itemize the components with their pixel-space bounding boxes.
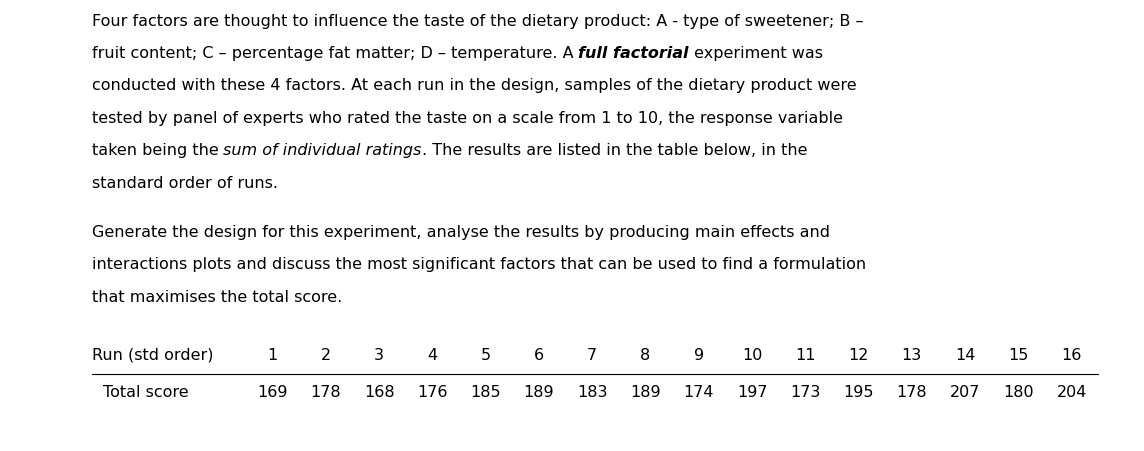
Text: conducted with these 4 factors. At each run in the design, samples of the dietar: conducted with these 4 factors. At each … xyxy=(92,78,856,93)
Text: 11: 11 xyxy=(795,348,816,363)
Text: 180: 180 xyxy=(1003,385,1034,400)
Text: 12: 12 xyxy=(849,348,868,363)
Text: 174: 174 xyxy=(683,385,714,400)
Text: 204: 204 xyxy=(1056,385,1087,400)
Text: interactions plots and discuss the most significant factors that can be used to : interactions plots and discuss the most … xyxy=(92,257,866,272)
Text: 2: 2 xyxy=(320,348,331,363)
Text: 183: 183 xyxy=(577,385,607,400)
Text: 9: 9 xyxy=(693,348,704,363)
Text: 169: 169 xyxy=(257,385,288,400)
Text: 14: 14 xyxy=(955,348,975,363)
Text: . The results are listed in the table below, in the: . The results are listed in the table be… xyxy=(422,143,808,158)
Text: Generate the design for this experiment, analyse the results by producing main e: Generate the design for this experiment,… xyxy=(92,225,829,239)
Text: 189: 189 xyxy=(630,385,661,400)
Text: 16: 16 xyxy=(1062,348,1082,363)
Text: 13: 13 xyxy=(901,348,922,363)
Text: 10: 10 xyxy=(741,348,762,363)
Text: 1: 1 xyxy=(268,348,278,363)
Text: 8: 8 xyxy=(641,348,651,363)
Text: 168: 168 xyxy=(364,385,395,400)
Text: 4: 4 xyxy=(428,348,437,363)
Text: 7: 7 xyxy=(587,348,597,363)
Text: experiment was: experiment was xyxy=(689,46,823,61)
Text: taken being the: taken being the xyxy=(92,143,223,158)
Text: 173: 173 xyxy=(791,385,820,400)
Text: Total score: Total score xyxy=(103,385,189,400)
Text: tested by panel of experts who rated the taste on a scale from 1 to 10, the resp: tested by panel of experts who rated the… xyxy=(92,111,842,126)
Text: 178: 178 xyxy=(310,385,341,400)
Text: 3: 3 xyxy=(374,348,384,363)
Text: 6: 6 xyxy=(534,348,545,363)
Text: that maximises the total score.: that maximises the total score. xyxy=(92,290,342,304)
Text: 185: 185 xyxy=(470,385,501,400)
Text: 195: 195 xyxy=(843,385,874,400)
Text: 176: 176 xyxy=(418,385,447,400)
Text: 197: 197 xyxy=(737,385,768,400)
Text: Run (std order): Run (std order) xyxy=(92,348,213,363)
Text: 207: 207 xyxy=(950,385,980,400)
Text: 178: 178 xyxy=(897,385,927,400)
Text: Four factors are thought to influence the taste of the dietary product: A - type: Four factors are thought to influence th… xyxy=(92,14,863,28)
Text: 189: 189 xyxy=(524,385,554,400)
Text: 15: 15 xyxy=(1008,348,1028,363)
Text: full factorial: full factorial xyxy=(578,46,689,61)
Text: fruit content; C – percentage fat matter; D – temperature. A: fruit content; C – percentage fat matter… xyxy=(92,46,578,61)
Text: standard order of runs.: standard order of runs. xyxy=(92,176,278,191)
Text: sum of individual ratings: sum of individual ratings xyxy=(223,143,422,158)
Text: 5: 5 xyxy=(480,348,491,363)
